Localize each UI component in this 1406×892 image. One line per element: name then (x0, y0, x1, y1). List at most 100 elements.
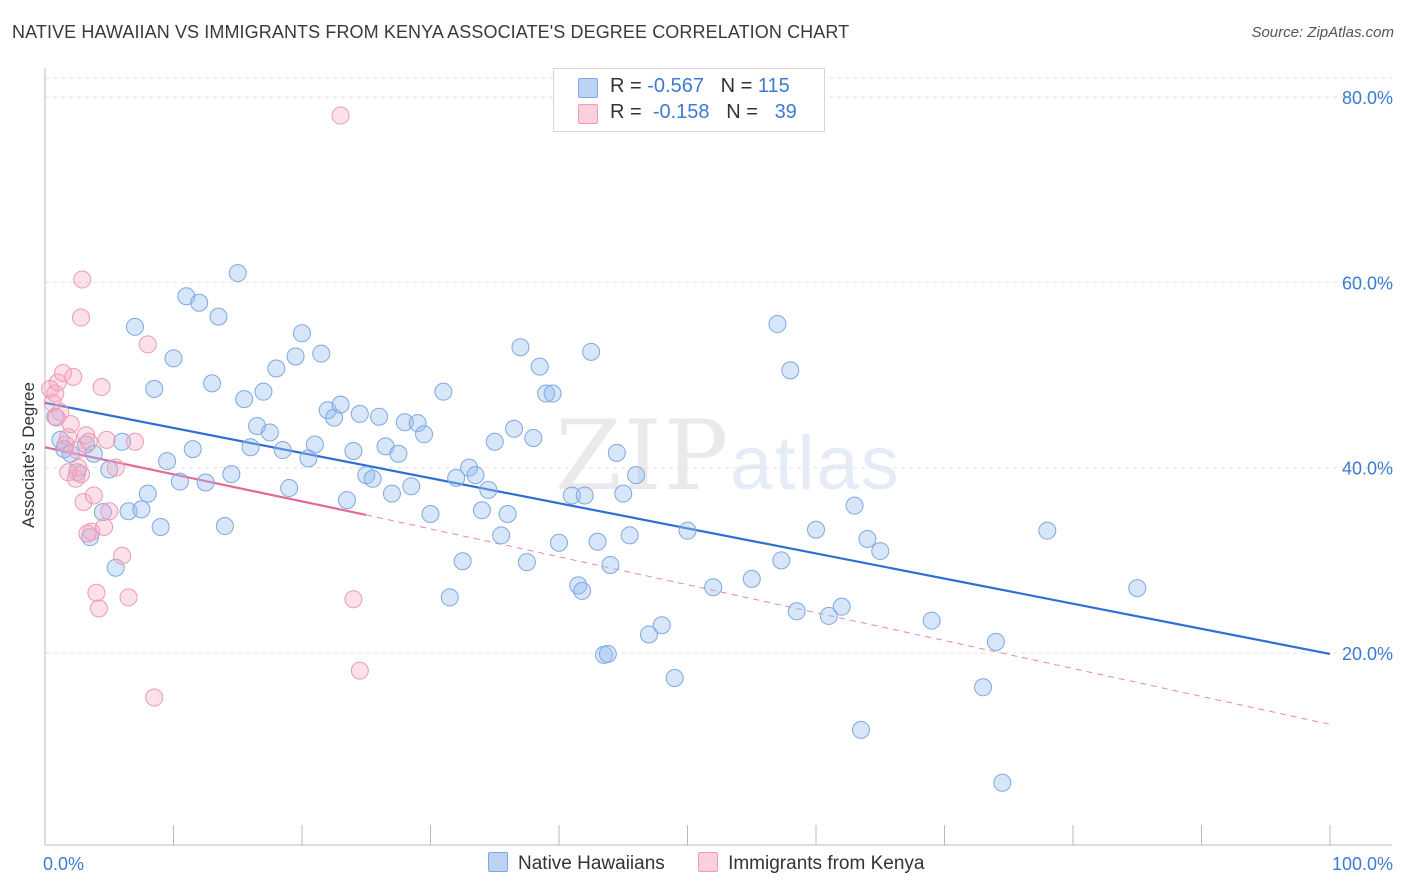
point-native-hawaiian (832, 597, 851, 616)
point-kenya (350, 661, 369, 680)
point-native-hawaiian (138, 484, 157, 503)
point-native-hawaiian (807, 520, 825, 539)
point-native-hawaiian (312, 344, 331, 363)
point-kenya (53, 364, 72, 383)
point-kenya (87, 583, 106, 602)
point-native-hawaiian (922, 611, 941, 630)
point-native-hawaiian (125, 317, 144, 336)
legend-r-label: R = (610, 75, 642, 97)
x-tick-label: 0.0% (43, 854, 84, 874)
point-native-hawaiian (858, 530, 877, 549)
point-native-hawaiian (781, 361, 800, 380)
trend-lines (44, 401, 1331, 725)
point-native-hawaiian (190, 293, 209, 312)
point-native-hawaiian (598, 644, 617, 663)
point-kenya (74, 492, 93, 511)
point-native-hawaiian (100, 460, 119, 479)
point-kenya (95, 517, 114, 536)
point-native-hawaiian (440, 588, 459, 607)
point-native-hawaiian (974, 678, 993, 697)
point-native-hawaiian (665, 669, 684, 688)
legend-n-label: N = (726, 101, 758, 123)
tick-labels: 20.0% 40.0% 60.0% 80.0% 0.0% 100.0% (43, 88, 1393, 874)
point-native-hawaiian (607, 443, 626, 462)
point-kenya (331, 106, 350, 125)
x-tick-label: 100.0% (1332, 854, 1393, 874)
point-native-hawaiian (84, 444, 103, 463)
point-native-hawaiian (241, 438, 260, 457)
point-native-hawaiian (434, 382, 453, 401)
point-native-hawaiian (215, 517, 234, 536)
point-native-hawaiian (986, 632, 1005, 651)
point-kenya (73, 270, 92, 289)
point-kenya (138, 335, 157, 354)
point-native-hawaiian (389, 444, 408, 463)
point-native-hawaiian (382, 484, 401, 503)
point-native-hawaiian (485, 432, 504, 451)
point-kenya (89, 599, 108, 618)
series-legend: Native Hawaiians Immigrants from Kenya (488, 852, 952, 875)
point-native-hawaiian (421, 505, 440, 523)
legend-n-value: 39 (774, 101, 797, 123)
y-axis-label: Associate's Degree (19, 382, 38, 528)
point-native-hawaiian (453, 552, 472, 571)
point-kenya (59, 463, 78, 482)
point-kenya (64, 367, 83, 386)
point-native-hawaiian (530, 357, 549, 376)
gridlines (45, 77, 1392, 654)
point-native-hawaiian (742, 569, 761, 588)
legend-r-label: R = (610, 101, 642, 123)
point-kenya (47, 408, 66, 427)
series-legend-kenya: Immigrants from Kenya (698, 852, 924, 875)
point-native-hawaiian (678, 521, 697, 540)
point-native-hawaiian (113, 432, 132, 451)
point-kenya (78, 524, 97, 543)
point-kenya (71, 308, 90, 327)
legend-swatch-blue (578, 78, 598, 98)
point-kenya (113, 546, 132, 565)
point-kenya (106, 458, 125, 477)
point-native-hawaiian (851, 720, 870, 739)
axes (44, 68, 1392, 846)
point-native-hawaiian (350, 404, 369, 423)
data-points (41, 106, 1147, 792)
point-native-hawaiian (472, 501, 491, 520)
point-kenya (92, 378, 111, 397)
point-native-hawaiian (132, 500, 151, 519)
point-native-hawaiian (614, 484, 633, 503)
point-kenya (46, 384, 65, 403)
point-native-hawaiian (158, 452, 177, 471)
point-native-hawaiian (260, 423, 279, 442)
point-native-hawaiian (639, 625, 658, 644)
point-native-hawaiian (588, 532, 607, 551)
trend-line-kenya (44, 446, 367, 517)
point-native-hawaiian (280, 479, 299, 498)
point-native-hawaiian (505, 419, 524, 438)
point-native-hawaiian (1038, 521, 1057, 540)
point-native-hawaiian (196, 473, 215, 492)
point-native-hawaiian (575, 486, 594, 505)
point-native-hawaiian (768, 315, 787, 334)
point-native-hawaiian (254, 382, 273, 401)
point-native-hawaiian (517, 553, 536, 572)
point-native-hawaiian (601, 555, 620, 574)
point-native-hawaiian (286, 347, 305, 366)
point-kenya (119, 588, 138, 607)
point-native-hawaiian (460, 458, 479, 477)
point-native-hawaiian (145, 379, 164, 398)
y-tick-label: 60.0% (1342, 273, 1393, 293)
series-swatch-blue (488, 852, 508, 872)
point-native-hawaiian (511, 338, 530, 357)
point-native-hawaiian (305, 435, 324, 454)
point-native-hawaiian (370, 407, 389, 426)
point-native-hawaiian (235, 390, 254, 409)
point-native-hawaiian (93, 503, 112, 522)
point-native-hawaiian (415, 425, 434, 444)
point-native-hawaiian (209, 307, 228, 326)
series-swatch-pink (698, 852, 719, 872)
legend-r-value: -0.567 (647, 75, 704, 97)
trend-line-kenya-extrapolated (366, 514, 1331, 725)
source-credit: Source: ZipAtlas.com (1251, 24, 1394, 41)
point-native-hawaiian (447, 468, 466, 487)
